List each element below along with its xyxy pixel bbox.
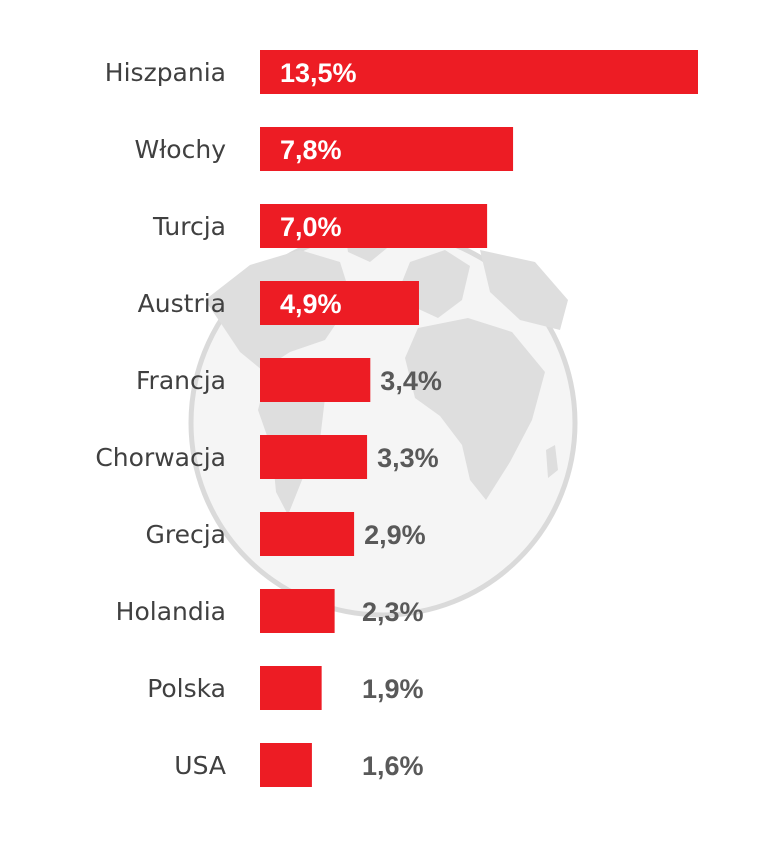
category-label: Włochy: [134, 135, 226, 164]
category-label: Hiszpania: [105, 58, 226, 87]
value-label: 2,9%: [364, 520, 426, 550]
bar: [260, 204, 488, 248]
category-label: Francja: [136, 366, 226, 395]
value-label: 3,3%: [377, 443, 439, 473]
bar: [260, 358, 371, 402]
value-label: 7,8%: [280, 135, 342, 165]
bar: [260, 281, 419, 325]
category-label: Chorwacja: [95, 443, 226, 472]
category-label: Holandia: [116, 597, 226, 626]
bar: [260, 512, 355, 556]
value-label: 3,4%: [380, 366, 442, 396]
category-label: Austria: [138, 289, 226, 318]
value-label: 1,9%: [362, 674, 424, 704]
value-label: 2,3%: [362, 597, 424, 627]
bar: [260, 666, 322, 710]
category-label: Grecja: [146, 520, 227, 549]
bar: [260, 127, 514, 171]
bar: [260, 743, 312, 787]
bar: [260, 435, 368, 479]
category-label: USA: [174, 751, 226, 780]
value-label: 1,6%: [362, 751, 424, 781]
value-label: 7,0%: [280, 212, 342, 242]
value-label: 13,5%: [280, 58, 357, 88]
category-label: Polska: [147, 674, 226, 703]
value-label: 4,9%: [280, 289, 342, 319]
bar: [260, 50, 698, 94]
category-label: Turcja: [152, 212, 226, 241]
bar: [260, 589, 335, 633]
